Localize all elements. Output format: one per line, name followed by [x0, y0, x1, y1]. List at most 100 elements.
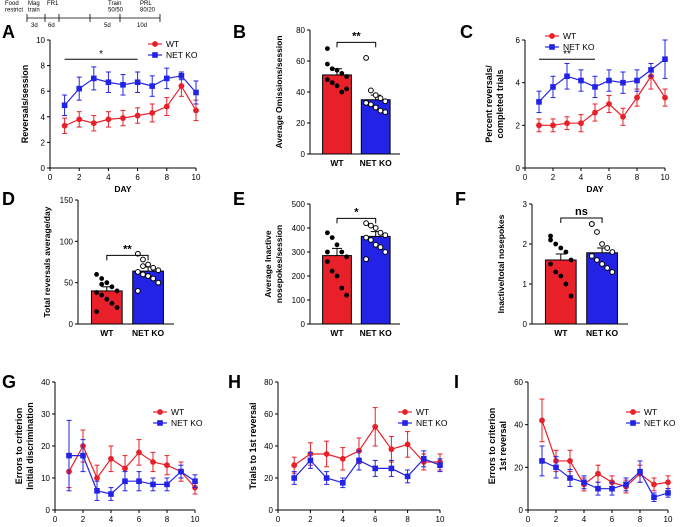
panel-label: D: [2, 189, 15, 209]
y-tick-label: 400: [292, 224, 306, 233]
significance-label: *: [99, 49, 103, 60]
y-tick-label: 200: [292, 272, 306, 281]
data-point: [377, 229, 384, 236]
data-point: [553, 241, 559, 247]
legend-marker: [549, 44, 555, 50]
data-point: [368, 101, 374, 108]
x-tick-label: 8: [165, 173, 170, 182]
panel-I: I02040600246810DAYErrors to criterion1st…: [454, 372, 676, 527]
data-point: [307, 457, 314, 464]
series-line: [541, 460, 669, 498]
y-tick-label: 0: [41, 164, 46, 173]
y-tick-label: 20: [41, 442, 50, 451]
data-point: [291, 475, 297, 481]
panel-label: G: [2, 372, 16, 392]
data-point: [334, 67, 340, 73]
y-tick-label: 300: [292, 248, 306, 257]
data-point: [94, 475, 100, 481]
data-point: [164, 75, 170, 82]
data-point: [372, 92, 379, 98]
data-point: [94, 488, 100, 494]
data-point: [344, 86, 349, 92]
data-point: [344, 254, 349, 260]
panel-label: I: [454, 372, 459, 392]
x-tick-label: 6: [135, 173, 140, 182]
category-label: NET KO: [360, 158, 393, 168]
data-point: [61, 102, 68, 109]
data-point: [105, 79, 112, 86]
data-point: [604, 245, 611, 251]
series-line: [64, 75, 197, 106]
x-tick-label: 10: [664, 515, 673, 524]
data-point: [634, 77, 640, 84]
data-point: [104, 280, 110, 286]
data-point: [140, 263, 146, 270]
x-tick-label: 10: [661, 173, 670, 182]
x-tick-label: 0: [53, 515, 58, 524]
panel-label: H: [228, 372, 241, 392]
data-point: [329, 235, 335, 241]
y-tick-label: 20: [296, 119, 305, 128]
category-label: NET KO: [586, 328, 619, 338]
data-point: [604, 265, 611, 271]
data-point: [536, 99, 542, 105]
data-point: [91, 75, 97, 82]
data-point: [122, 465, 128, 472]
x-tick-label: 4: [579, 173, 584, 182]
x-tick-label: 0: [276, 515, 281, 524]
timeline-stage-2-line-0: FR1: [47, 1, 59, 7]
data-point: [567, 475, 573, 481]
data-point: [149, 83, 155, 89]
legend-marker: [157, 409, 163, 415]
series-line: [64, 84, 197, 127]
panel-C: C 0 2 4 6 0 2 4 6 8 10 DAY Percent reversals/complet…: [460, 22, 670, 194]
series-line: [293, 425, 440, 466]
data-point: [568, 293, 574, 299]
legend-label: NET KO: [563, 42, 595, 52]
significance-label: ns: [575, 206, 588, 218]
x-tick-label: 8: [165, 515, 170, 524]
significance-bracket: [336, 217, 377, 224]
panel-A: A 0 2 4 6 8 10 0 2 4 6 8 10 DAY Reversals/session WTNET…: [2, 22, 201, 194]
data-point: [363, 99, 370, 106]
x-tick-label: 6: [610, 515, 615, 524]
data-point: [94, 290, 99, 295]
data-point: [665, 479, 671, 486]
data-point: [609, 485, 615, 492]
data-point: [599, 241, 605, 247]
series-net-ko: [66, 419, 198, 501]
data-point: [588, 253, 595, 259]
data-point: [99, 281, 105, 287]
y-axis-title-line-0: Total reversals average/day: [42, 206, 52, 317]
data-point: [377, 107, 384, 114]
legend-label: NET KO: [171, 418, 203, 428]
data-point: [66, 452, 72, 459]
y-axis-title-line-1: 1st reversal: [498, 421, 508, 471]
timeline-duration-2: 6d: [48, 23, 55, 29]
data-point: [662, 56, 668, 62]
data-point: [382, 109, 389, 116]
x-axis-title: DAY: [114, 184, 131, 194]
y-tick-label: 40: [296, 88, 305, 97]
x-tick-label: 8: [635, 173, 640, 182]
data-point: [94, 272, 99, 277]
data-point: [539, 417, 545, 424]
y-tick-label: 10: [36, 36, 45, 45]
data-point: [339, 455, 346, 462]
panel-D: D 0 50 100 150 Total reversals average/day WT N…: [2, 189, 174, 338]
data-point: [150, 459, 156, 465]
data-point: [592, 84, 598, 90]
significance-label: **: [123, 243, 132, 255]
data-point: [404, 473, 411, 480]
data-point: [61, 122, 68, 129]
data-point: [149, 110, 156, 116]
data-point: [344, 74, 349, 79]
y-axis-title-line-0: Average Omissions/session: [274, 35, 284, 148]
data-point: [550, 122, 556, 129]
y-axis-title-line-0: Trials to 1st reversal: [248, 402, 258, 489]
data-point: [536, 122, 542, 129]
data-point: [155, 267, 162, 274]
y-tick-label: 80: [264, 378, 273, 387]
